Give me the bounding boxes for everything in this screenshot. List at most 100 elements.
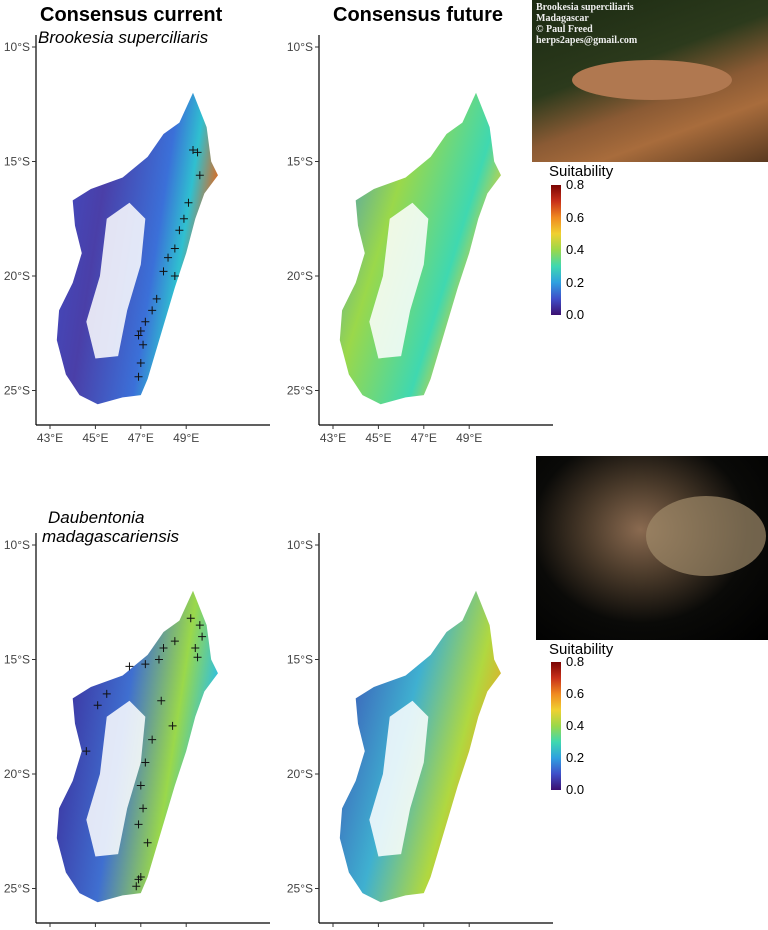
x-tick-label: 45°E xyxy=(82,431,108,445)
occurrence-marker xyxy=(193,148,202,157)
x-tick-label: 49°E xyxy=(173,431,199,445)
occurrence-marker xyxy=(164,253,173,262)
occurrence-marker xyxy=(184,198,193,207)
occurrence-marker xyxy=(141,660,150,669)
occurrence-marker xyxy=(179,214,188,223)
y-tick-label: 25°S xyxy=(287,384,313,398)
species-label-brookesia: Brookesia superciliaris xyxy=(38,28,209,47)
y-tick-label: 15°S xyxy=(287,653,313,667)
colorbar-label: 0.4 xyxy=(566,718,585,733)
occurrence-marker xyxy=(148,306,157,315)
colorbar-label: 0.0 xyxy=(566,307,585,322)
occurrence-marker xyxy=(132,882,141,891)
occurrence-marker xyxy=(170,272,179,280)
title-consensus-current: Consensus current xyxy=(40,4,223,26)
photo-daubentonia xyxy=(536,456,768,640)
occurrence-marker xyxy=(189,146,198,155)
y-tick-label: 10°S xyxy=(287,538,313,552)
occurrence-marker xyxy=(93,701,102,710)
x-tick-label: 49°E xyxy=(456,431,482,445)
occurrence-marker xyxy=(148,735,157,744)
y-tick-label: 10°S xyxy=(4,40,30,54)
colorbar-label: 0.0 xyxy=(566,782,585,797)
unsuitable-area xyxy=(86,700,146,857)
occurrence-marker xyxy=(141,317,150,326)
occurrence-marker xyxy=(139,804,148,813)
chameleon-shape xyxy=(572,60,732,100)
occurrence-marker xyxy=(143,838,152,847)
y-tick-label: 15°S xyxy=(287,155,313,169)
occurrence-marker xyxy=(159,644,168,653)
x-tick-label: 47°E xyxy=(411,431,437,445)
x-tick-label: 45°E xyxy=(365,431,391,445)
occurrence-marker xyxy=(159,267,168,276)
colorbar-label: 0.8 xyxy=(566,654,585,669)
x-tick-label: 47°E xyxy=(128,431,154,445)
title-consensus-future: Consensus future xyxy=(333,4,504,26)
caption-line: Brookesia superciliaris xyxy=(536,2,634,13)
occurrence-marker xyxy=(154,655,163,664)
occurrence-marker xyxy=(152,294,161,303)
y-tick-label: 25°S xyxy=(4,384,30,398)
occurrence-marker xyxy=(191,644,200,653)
occurrence-marker xyxy=(141,758,150,767)
species-label-daubentonia: Daubentonia madagascariensis xyxy=(42,508,179,546)
caption-line: Madagascar xyxy=(536,13,589,24)
occurrence-marker xyxy=(136,326,145,335)
occurrence-marker xyxy=(170,637,179,646)
y-tick-label: 10°S xyxy=(287,40,313,54)
occurrence-marker xyxy=(168,721,177,730)
occurrence-marker xyxy=(195,171,204,180)
colorbar-label: 0.4 xyxy=(566,242,585,257)
unsuitable-area xyxy=(369,202,429,359)
unsuitable-area xyxy=(86,202,146,359)
y-tick-label: 20°S xyxy=(4,269,30,283)
occurrence-marker xyxy=(136,781,145,790)
occurrence-marker xyxy=(125,662,134,671)
occurrence-marker xyxy=(102,689,111,698)
occurrence-marker xyxy=(134,331,143,340)
colorbar-label: 0.8 xyxy=(566,177,585,192)
occurrence-marker xyxy=(175,226,184,235)
colorbar xyxy=(551,185,561,315)
colorbar-label: 0.6 xyxy=(566,209,585,225)
photo-caption: Brookesia superciliaris Madagascar © Pau… xyxy=(536,2,637,46)
y-tick-label: 20°S xyxy=(287,767,313,781)
occurrence-marker xyxy=(134,372,143,381)
occurrence-marker xyxy=(195,621,204,630)
x-tick-label: 43°E xyxy=(320,431,346,445)
y-tick-label: 20°S xyxy=(287,269,313,283)
caption-line: © Paul Freed xyxy=(536,24,593,35)
occurrence-marker xyxy=(134,820,143,829)
occurrence-marker xyxy=(157,696,166,705)
caption-line: herps2apes@gmail.com xyxy=(536,35,638,46)
legend-title: Suitability xyxy=(549,163,614,180)
occurrence-marker xyxy=(198,632,207,641)
occurrence-marker xyxy=(82,747,91,756)
occurrence-marker xyxy=(136,359,145,368)
occurrence-marker xyxy=(170,244,179,253)
y-tick-label: 25°S xyxy=(4,882,30,896)
x-tick-label: 43°E xyxy=(37,431,63,445)
y-tick-label: 10°S xyxy=(4,538,30,552)
colorbar-label: 0.2 xyxy=(566,750,585,765)
photo-brookesia: Brookesia superciliaris Madagascar © Pau… xyxy=(532,0,768,162)
colorbar-label: 0.2 xyxy=(566,274,585,290)
aye-aye-shape xyxy=(646,496,766,576)
occurrence-marker xyxy=(186,614,195,623)
occurrence-marker xyxy=(136,873,145,882)
colorbar xyxy=(551,662,561,790)
colorbar-label: 0.6 xyxy=(566,686,585,701)
unsuitable-area xyxy=(369,700,429,857)
y-tick-label: 25°S xyxy=(287,882,313,896)
legend-title: Suitability xyxy=(549,641,614,658)
y-tick-label: 15°S xyxy=(4,155,30,169)
species-line-1: Daubentonia xyxy=(48,508,145,527)
species-line-2: madagascariensis xyxy=(42,527,180,546)
y-tick-label: 15°S xyxy=(4,653,30,667)
occurrence-marker xyxy=(193,653,202,662)
y-tick-label: 20°S xyxy=(4,767,30,781)
occurrence-marker xyxy=(139,340,148,349)
